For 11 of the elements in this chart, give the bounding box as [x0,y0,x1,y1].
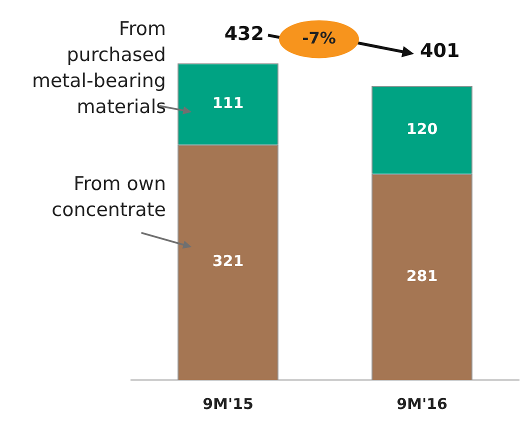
text: -7% [302,28,336,48]
x-tick-label: 9M'16 [396,394,448,413]
data-label: 120 [406,120,438,138]
series-label: From own concentrate [52,172,166,221]
data-label: 111 [212,94,244,112]
data-label: 281 [406,266,438,285]
series-label: From purchased metal-bearing materials [32,18,166,118]
data-label: 321 [212,252,244,270]
x-tick-label: 9M'15 [202,394,254,413]
total-label: 432 [224,23,264,46]
total-label: 401 [420,40,460,62]
